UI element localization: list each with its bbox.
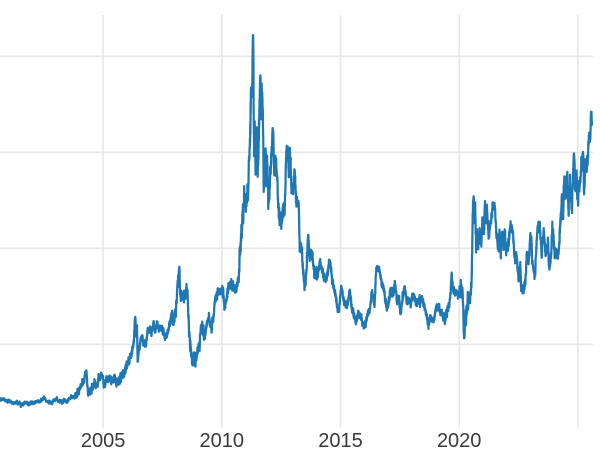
svg-text:2015: 2015: [318, 430, 363, 450]
svg-text:2020: 2020: [437, 430, 482, 450]
svg-text:2005: 2005: [81, 430, 126, 450]
svg-text:2010: 2010: [200, 430, 245, 450]
